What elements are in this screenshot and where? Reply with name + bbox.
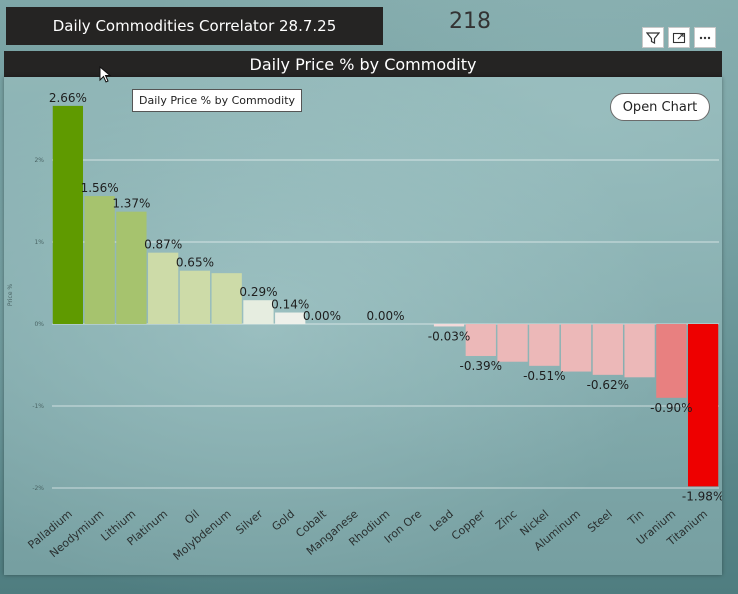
more-options-icon[interactable] bbox=[694, 27, 716, 48]
bar[interactable] bbox=[84, 196, 115, 324]
bar-data-label: -1.98% bbox=[682, 489, 722, 503]
bar[interactable] bbox=[433, 324, 465, 327]
bar-data-label: 0.00% bbox=[366, 309, 404, 323]
open-chart-button[interactable]: Open Chart bbox=[610, 93, 710, 121]
x-tick-label: Copper bbox=[449, 507, 488, 543]
bar[interactable] bbox=[624, 324, 655, 378]
bar-data-label: 0.29% bbox=[239, 285, 277, 299]
y-tick-label: 2% bbox=[34, 157, 44, 164]
y-axis-title: Price % bbox=[7, 284, 14, 307]
bar-data-label: 1.56% bbox=[81, 181, 119, 195]
x-tick-label: Tin bbox=[625, 507, 647, 528]
bar[interactable] bbox=[52, 105, 84, 324]
bar[interactable] bbox=[148, 252, 179, 324]
bar-data-label: 1.37% bbox=[112, 197, 150, 211]
bar[interactable] bbox=[529, 324, 560, 366]
bar-data-label: -0.51% bbox=[523, 369, 565, 383]
bar[interactable] bbox=[116, 211, 147, 324]
filter-icon[interactable] bbox=[642, 27, 664, 48]
bar-data-label: -0.62% bbox=[587, 378, 629, 392]
bar-data-label: 2.66% bbox=[49, 91, 87, 105]
chart-panel: Price % 2% 1% 0% -1% -2% 2.66% 1.56% 1.37% 0.87… bbox=[4, 77, 725, 575]
y-tick-label: 0% bbox=[34, 321, 44, 328]
bar-data-labels: 2.66%1.56%1.37%0.87%0.65%0.29%0.14%0.00%… bbox=[49, 91, 725, 503]
bar-chart: Price % 2% 1% 0% -1% -2% 2.66% 1.56% 1.37% 0.87… bbox=[7, 91, 725, 563]
chart-tooltip: Daily Price % by Commodity bbox=[132, 89, 303, 112]
bar[interactable] bbox=[687, 324, 719, 487]
bar-data-label: -0.39% bbox=[460, 359, 502, 373]
bar-data-label: -0.90% bbox=[650, 401, 692, 415]
bar[interactable] bbox=[211, 273, 242, 324]
bar[interactable] bbox=[656, 324, 687, 398]
bar[interactable] bbox=[243, 300, 274, 324]
bar[interactable] bbox=[560, 324, 592, 372]
y-tick-labels: 2% 1% 0% -1% -2% bbox=[32, 157, 44, 492]
x-tick-label: Molybdenum bbox=[171, 507, 234, 563]
bar-data-label: 0.65% bbox=[176, 256, 214, 270]
x-tick-label: Zinc bbox=[493, 507, 519, 532]
mouse-cursor-icon bbox=[99, 66, 112, 83]
bar[interactable] bbox=[497, 324, 528, 362]
visual-header-buttons bbox=[642, 27, 716, 48]
y-tick-label: 1% bbox=[34, 239, 44, 246]
bar-data-label: -0.03% bbox=[428, 329, 470, 343]
bar-data-label: 0.87% bbox=[144, 238, 182, 252]
x-tick-label: Steel bbox=[585, 507, 615, 535]
y-tick-label: -2% bbox=[32, 485, 44, 492]
chart-header: Daily Price % by Commodity bbox=[4, 51, 722, 77]
bar-data-label: 0.14% bbox=[271, 298, 309, 312]
x-tick-label: Silver bbox=[233, 507, 265, 537]
y-tick-label: -1% bbox=[32, 403, 44, 410]
app-title: Daily Commodities Correlator 28.7.25 bbox=[6, 7, 383, 45]
x-tick-label: Oil bbox=[182, 507, 202, 526]
count-display: 218 bbox=[449, 9, 491, 34]
focus-mode-icon[interactable] bbox=[668, 27, 690, 48]
bar[interactable] bbox=[465, 324, 496, 356]
bars bbox=[52, 105, 719, 487]
bar-data-label: 0.00% bbox=[303, 309, 341, 323]
bar[interactable] bbox=[592, 324, 623, 375]
bar[interactable] bbox=[275, 312, 306, 324]
bar[interactable] bbox=[179, 270, 211, 324]
